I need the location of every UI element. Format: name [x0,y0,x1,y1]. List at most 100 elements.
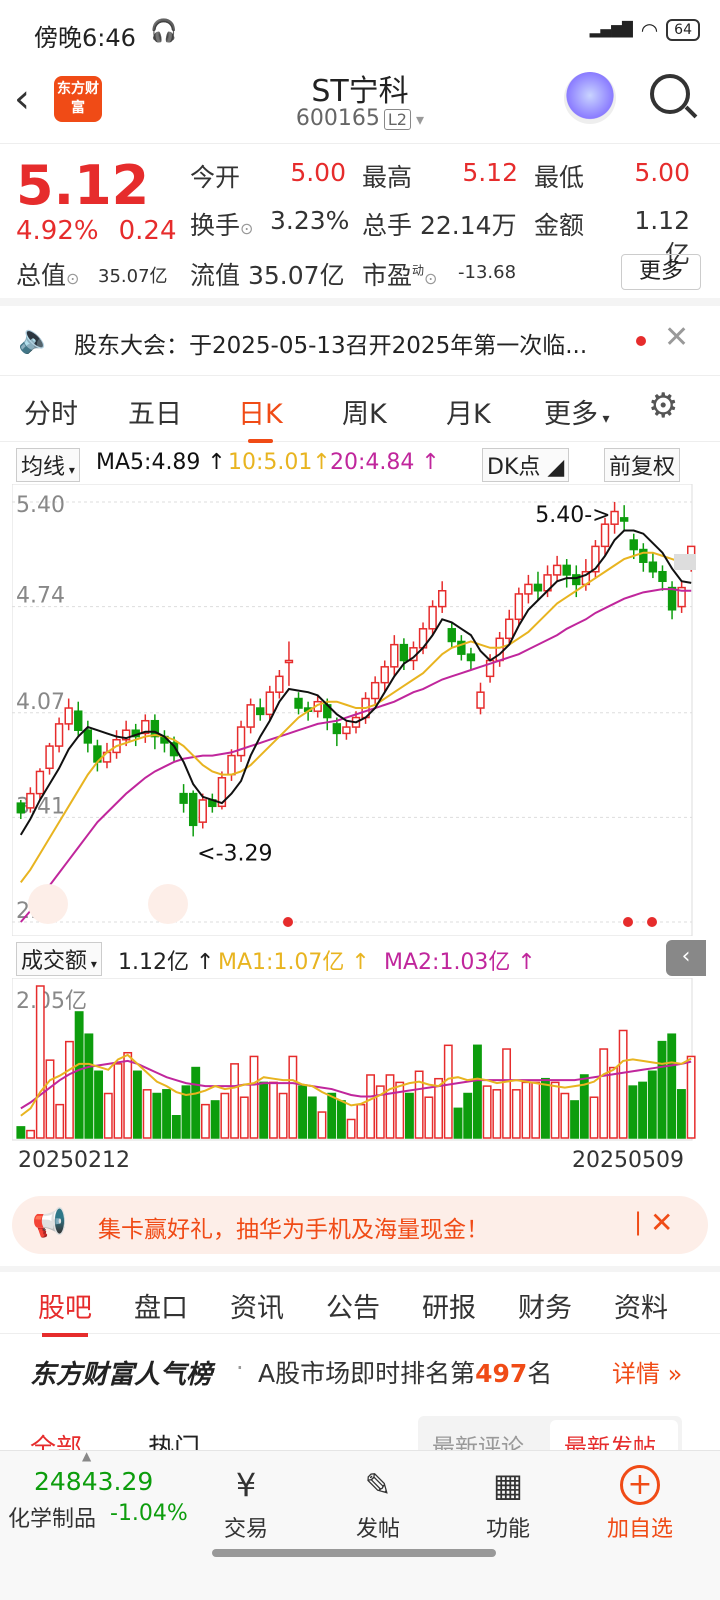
volume-bar [443,1044,453,1139]
more-quote-button[interactable]: 更多 [621,254,701,290]
notice-text[interactable]: 股东大会：于2025-05-13召开2025年第一次临... [74,333,588,359]
candle-body [121,729,131,741]
dropdown-caret-icon: ▾ [410,110,425,129]
volume-bar [676,1089,686,1139]
home-indicator[interactable] [212,1549,496,1557]
tab-pankou[interactable]: 盘口 [134,1293,188,1324]
add-watchlist-button[interactable]: + 加自选 [606,1465,673,1542]
sort-latest-comment[interactable]: 最新评论 [432,1435,524,1450]
candle [524,574,533,604]
tab-news[interactable]: 资讯 [230,1293,284,1324]
volume-bar [113,1063,123,1139]
close-icon[interactable]: ✕ [650,1206,674,1239]
tab-five-day[interactable]: 五日 [128,399,182,430]
info-icon: ⊙ [240,219,254,238]
tab-intraday[interactable]: 分时 [24,399,78,430]
candle-body [667,586,677,611]
trade-button[interactable]: ¥ 交易 [223,1466,268,1542]
tab-finance[interactable]: 财务 [518,1293,572,1324]
subtab-all[interactable]: 全部 [30,1434,83,1450]
candle [390,635,399,677]
post-subtabs: 全部 热门 最新评论 最新发帖 [0,1406,720,1450]
sort-latest-post[interactable]: 最新发帖 [564,1435,656,1450]
volume-amount: 1.12亿 ↑ [118,950,215,975]
volume-ma1-line [20,1053,692,1117]
candle [246,698,255,734]
index-value[interactable]: 24843.29 [34,1467,154,1496]
volume-bar [356,1103,366,1139]
tab-announcement[interactable]: 公告 [326,1293,380,1324]
status-time: 傍晚6:46 [34,24,136,52]
settings-gear-icon[interactable]: ⚙ [648,386,679,426]
ma-selector[interactable]: 均线 ▾ [16,448,80,482]
candle [265,685,275,721]
candle [658,565,667,591]
volume-bar [492,1089,502,1139]
volume-bar [638,1081,648,1139]
candle-body [658,570,667,582]
pe-value: -13.68 [458,262,517,283]
promo-banner[interactable]: 📢 集卡赢好礼，抽华为手机及海量现金！ | ✕ [12,1196,708,1254]
candle-body [236,726,246,757]
volume-bar [657,1040,667,1139]
ma5-line [19,529,692,836]
promo-text[interactable]: 集卡赢好礼，抽华为手机及海量现金！ [98,1217,489,1243]
candle-body [677,586,686,608]
info-icon: ⊙ [424,269,438,288]
function-button[interactable]: ▦ 功能 [485,1466,530,1542]
dk-point-selector[interactable]: DK点 ◢ [482,448,570,482]
volume-bar [502,1048,512,1139]
tab-monthly-k[interactable]: 月K [446,399,491,430]
volume-bar [414,1070,424,1139]
caret-down-icon: ▾ [87,957,97,971]
tab-daily-k[interactable]: 日K [238,392,283,443]
candle [648,552,658,579]
candle-body [428,605,437,630]
tab-research[interactable]: 研报 [422,1293,476,1324]
adjust-selector[interactable]: 前复权 [604,448,681,482]
candle-body [600,523,610,548]
tab-more[interactable]: 更多 ▾ [544,399,610,430]
candle [677,581,686,613]
price-marker [674,554,696,570]
stock-code[interactable]: 600165 L2 ▾ [295,106,425,131]
candle [227,749,236,781]
volume-bar [200,1103,210,1139]
double-chevron-icon: » [660,1360,683,1388]
caret-up-icon[interactable]: ▲ [82,1449,92,1463]
rank-detail-link[interactable]: 详情 » [612,1360,683,1388]
volume-bar [434,1077,444,1139]
candle-body [524,583,533,595]
volume-bar [123,1051,133,1139]
assistant-robot-icon[interactable] [564,72,616,124]
volume-selector[interactable]: 成交额 ▾ [16,942,102,976]
collapse-chevron-icon[interactable]: ‹ [666,940,706,976]
search-icon[interactable] [650,74,690,114]
volume-bar [35,985,45,1139]
back-chevron-icon[interactable]: ‹ [14,76,30,122]
candle [342,720,351,740]
close-icon[interactable]: ✕ [664,320,690,355]
post-button[interactable]: ✎ 发帖 [355,1466,400,1542]
y-tick-label: 4.07 [16,690,65,715]
candle-body [495,637,504,662]
volume-bar [132,1070,142,1139]
popularity-rank[interactable]: 东方财富人气榜 · A股市场即时排名第497名 详情 » [0,1336,720,1406]
candle-body [562,564,571,576]
tab-weekly-k[interactable]: 周K [342,399,387,430]
volume-bar [424,1096,434,1139]
yen-coin-icon: ¥ [235,1466,257,1504]
candlestick-chart[interactable]: 5.404.744.073.412.755.40-><-3.29 [12,484,708,936]
subtab-hot[interactable]: 热门 [148,1434,201,1450]
tab-guba[interactable]: 股吧 [38,1286,92,1337]
notice-bar[interactable]: 🔈 股东大会：于2025-05-13召开2025年第一次临... ✕ [0,306,720,376]
speaker-icon: 🔈 [18,322,53,355]
event-dot [623,917,633,927]
candle [16,799,25,819]
tab-profile[interactable]: 资料 [614,1293,668,1324]
candle-body [370,681,380,700]
index-name[interactable]: 化学制品 [8,1507,97,1532]
volume-bar [667,1033,677,1139]
volume-bar [647,1070,657,1139]
volume-chart[interactable]: 2.05亿 [12,978,708,1144]
